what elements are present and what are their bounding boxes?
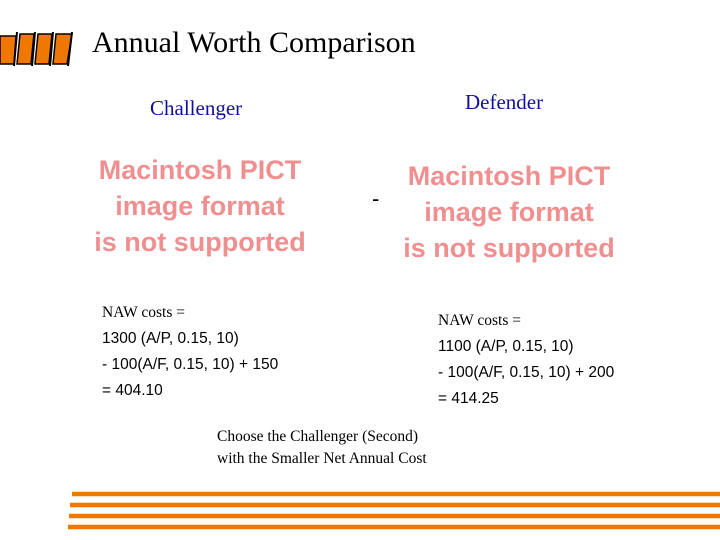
placeholder-line: is not supported	[94, 227, 306, 257]
conclusion-line: Choose the Challenger (Second)	[217, 428, 419, 445]
placeholder-line: is not supported	[403, 233, 615, 263]
calc-header: NAW costs =	[102, 304, 185, 321]
conclusion-line: with the Smaller Net Annual Cost	[217, 450, 427, 467]
challenger-heading: Challenger	[150, 96, 243, 120]
challenger-image-placeholder: Macintosh PICT image format is not suppo…	[92, 152, 308, 260]
calc-line: - 100(A/F, 0.15, 10) + 150	[102, 356, 279, 373]
calc-line: 1100 (A/P, 0.15, 10)	[438, 338, 574, 355]
calc-line: = 404.10	[102, 382, 163, 399]
defender-heading: Defender	[465, 90, 544, 114]
calc-line: = 414.25	[438, 390, 499, 407]
calc-header: NAW costs =	[438, 312, 521, 329]
placeholder-line: Macintosh PICT	[98, 155, 302, 185]
challenger-calculation: NAW costs = 1300 (A/P, 0.15, 10) - 100(A…	[102, 300, 278, 404]
placeholder-line: image format	[115, 191, 285, 221]
decorative-lines	[68, 491, 720, 530]
defender-image-placeholder: Macintosh PICT image format is not suppo…	[398, 158, 620, 266]
calc-line: - 100(A/F, 0.15, 10) + 200	[438, 364, 615, 381]
placeholder-line: Macintosh PICT	[407, 161, 611, 191]
conclusion-text: Choose the Challenger (Second) with the …	[217, 426, 427, 470]
logo-bars-icon	[0, 31, 73, 67]
slide-title: Annual Worth Comparison	[92, 26, 416, 59]
calc-line: 1300 (A/P, 0.15, 10)	[102, 330, 239, 347]
separator-dash: -	[372, 186, 380, 211]
defender-calculation: NAW costs = 1100 (A/P, 0.15, 10) - 100(A…	[438, 308, 614, 412]
placeholder-line: image format	[424, 197, 594, 227]
